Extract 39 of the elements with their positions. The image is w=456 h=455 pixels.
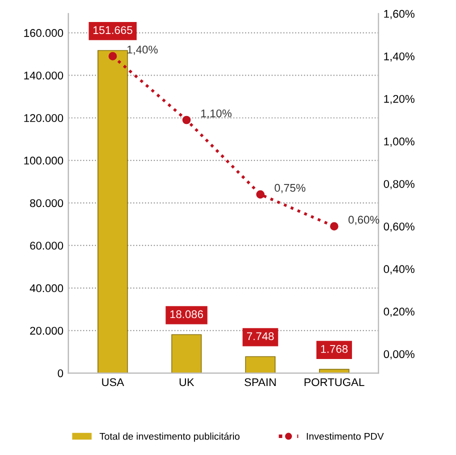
y2-tick-label: 1,60% [384,10,414,20]
legend-label: Total de investimento publicitário [100,432,240,442]
y2-tick-label: 1,40% [384,52,414,62]
y-tick-label: 120.000 [24,114,64,122]
data-label: 0,75% [274,184,306,194]
y2-tick-label: 1,00% [384,138,414,147]
y2-tick-label: 0,60% [384,222,414,232]
point [256,190,265,199]
data-label: 1,10% [201,109,232,119]
y-tick-label: 20.000 [30,326,64,335]
y-tick-label: 0 [58,369,64,378]
data-label: 1,40% [127,46,158,55]
x-tick-label: UK [180,378,194,386]
data-label: 7.748 [247,332,274,340]
y-tick-label: 100.000 [24,156,64,165]
y-tick-label: 60.000 [30,242,64,250]
x-tick-label: PORTUGAL [304,378,364,386]
bar [245,356,276,374]
y2-tick-label: 0,20% [384,308,414,317]
point [108,52,117,60]
y2-tick-label: 0,40% [384,265,414,274]
y-tick-label: 160.000 [24,29,64,37]
y2-tick-label: 1,20% [384,94,414,104]
y-tick-label: 140.000 [24,72,64,80]
x-tick-label: USA [102,378,124,386]
point [330,222,338,231]
point [182,116,191,124]
data-label: 1.768 [321,345,348,353]
data-label: 151.665 [93,26,132,34]
y-tick-label: 80.000 [30,199,64,208]
y2-tick-label: 0,00% [384,350,414,360]
data-label: 0,60% [348,216,380,225]
legend-label: Investimento PDV [306,432,384,440]
bar [98,50,128,374]
x-tick-label: SPAIN [244,378,276,386]
data-label: 18.086 [170,310,204,318]
y2-tick-label: 0,80% [384,180,414,190]
bar [171,334,202,374]
y-tick-label: 40.000 [30,284,64,292]
